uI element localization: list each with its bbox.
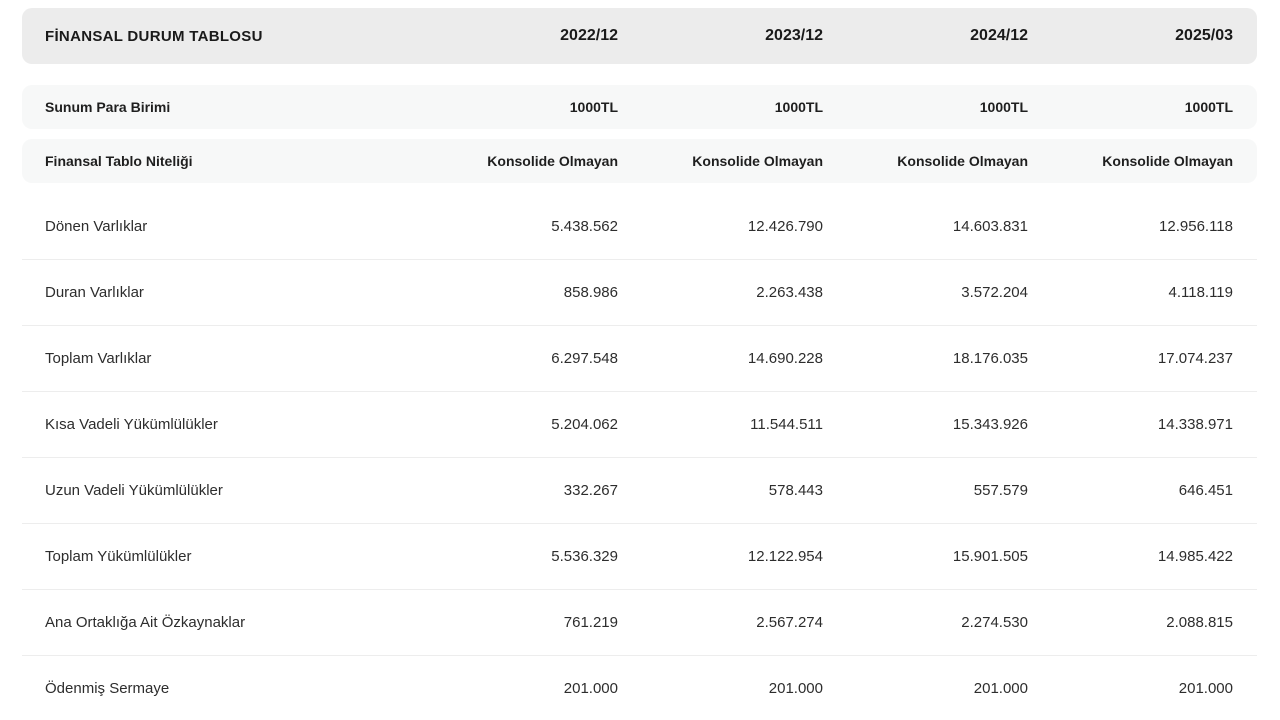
cell-value: 14.985.422 bbox=[1157, 548, 1233, 565]
table-title: FİNANSAL DURUM TABLOSU bbox=[45, 27, 263, 45]
meta-row-statement-nature-value: Konsolide Olmayan bbox=[487, 153, 618, 169]
row-label: Dönen Varlıklar bbox=[45, 217, 148, 235]
table-row-toplam-varliklar: Toplam Varlıklar 6.297.548 14.690.228 18… bbox=[22, 325, 1257, 391]
cell-value: 12.122.954 bbox=[747, 548, 823, 565]
table-row-odenmis-sermaye: Ödenmiş Sermaye 201.000 201.000 201.000 … bbox=[22, 655, 1257, 720]
cell-value: 2.567.274 bbox=[756, 614, 823, 631]
table-row-donen-varliklar: Dönen Varlıklar 5.438.562 12.426.790 14.… bbox=[22, 193, 1257, 259]
cell-value: 201.000 bbox=[768, 680, 823, 697]
cell-value: 578.443 bbox=[768, 482, 823, 499]
cell-value: 5.204.062 bbox=[551, 416, 618, 433]
cell-value: 3.572.204 bbox=[961, 284, 1028, 301]
meta-row-currency: Sunum Para Birimi 1000TL 1000TL 1000TL 1… bbox=[22, 85, 1257, 129]
cell-value: 11.544.511 bbox=[750, 416, 823, 433]
period-header-2022-12: 2022/12 bbox=[560, 27, 618, 44]
meta-row-statement-nature: Finansal Tablo Niteliği Konsolide Olmaya… bbox=[22, 139, 1257, 183]
row-label: Kısa Vadeli Yükümlülükler bbox=[45, 416, 218, 433]
meta-row-currency-value: 1000TL bbox=[1184, 99, 1233, 115]
cell-value: 17.074.237 bbox=[1157, 350, 1233, 367]
cell-value: 15.343.926 bbox=[952, 416, 1028, 433]
period-header-2024-12: 2024/12 bbox=[970, 27, 1028, 44]
table-row-toplam-yukumlulukler: Toplam Yükümlülükler 5.536.329 12.122.95… bbox=[22, 523, 1257, 589]
cell-value: 6.297.548 bbox=[551, 350, 618, 367]
cell-value: 2.274.530 bbox=[961, 614, 1028, 631]
cell-value: 12.426.790 bbox=[747, 217, 823, 235]
period-header-2025-03: 2025/03 bbox=[1175, 27, 1233, 44]
cell-value: 858.986 bbox=[563, 284, 618, 301]
meta-row-statement-nature-value: Konsolide Olmayan bbox=[897, 153, 1028, 169]
row-label: Toplam Yükümlülükler bbox=[45, 548, 192, 565]
meta-row-currency-label: Sunum Para Birimi bbox=[45, 99, 171, 115]
cell-value: 2.263.438 bbox=[756, 284, 823, 301]
table-row-kisa-vadeli-yukumlulukler: Kısa Vadeli Yükümlülükler 5.204.062 11.5… bbox=[22, 391, 1257, 457]
cell-value: 332.267 bbox=[563, 482, 618, 499]
cell-value: 646.451 bbox=[1178, 482, 1233, 499]
cell-value: 14.603.831 bbox=[952, 217, 1028, 235]
cell-value: 2.088.815 bbox=[1166, 614, 1233, 631]
cell-value: 201.000 bbox=[973, 680, 1028, 697]
cell-value: 5.536.329 bbox=[551, 548, 618, 565]
table-row-uzun-vadeli-yukumlulukler: Uzun Vadeli Yükümlülükler 332.267 578.44… bbox=[22, 457, 1257, 523]
cell-value: 12.956.118 bbox=[1159, 217, 1233, 235]
cell-value: 18.176.035 bbox=[952, 350, 1028, 367]
table-header-row: FİNANSAL DURUM TABLOSU 2022/12 2023/12 2… bbox=[22, 8, 1257, 64]
cell-value: 201.000 bbox=[1178, 680, 1233, 697]
row-label: Toplam Varlıklar bbox=[45, 350, 152, 367]
table-body: Dönen Varlıklar 5.438.562 12.426.790 14.… bbox=[22, 193, 1257, 720]
cell-value: 15.901.505 bbox=[952, 548, 1028, 565]
row-label: Ana Ortaklığa Ait Özkaynaklar bbox=[45, 614, 246, 631]
table-row-ana-ortakliga-ait-ozkaynaklar: Ana Ortaklığa Ait Özkaynaklar 761.219 2.… bbox=[22, 589, 1257, 655]
period-header-2023-12: 2023/12 bbox=[765, 27, 823, 44]
row-label: Ödenmiş Sermaye bbox=[45, 680, 170, 697]
meta-row-statement-nature-label: Finansal Tablo Niteliği bbox=[45, 153, 193, 169]
row-label: Duran Varlıklar bbox=[45, 284, 144, 301]
table-row-duran-varliklar: Duran Varlıklar 858.986 2.263.438 3.572.… bbox=[22, 259, 1257, 325]
cell-value: 5.438.562 bbox=[551, 217, 618, 235]
row-label: Uzun Vadeli Yükümlülükler bbox=[45, 482, 223, 499]
meta-row-currency-value: 1000TL bbox=[774, 99, 823, 115]
cell-value: 201.000 bbox=[563, 680, 618, 697]
cell-value: 14.338.971 bbox=[1157, 416, 1233, 433]
meta-row-currency-value: 1000TL bbox=[569, 99, 618, 115]
meta-row-statement-nature-value: Konsolide Olmayan bbox=[1102, 153, 1233, 169]
cell-value: 4.118.119 bbox=[1168, 284, 1233, 301]
cell-value: 761.219 bbox=[563, 614, 618, 631]
meta-row-currency-value: 1000TL bbox=[979, 99, 1028, 115]
cell-value: 557.579 bbox=[973, 482, 1028, 499]
meta-row-statement-nature-value: Konsolide Olmayan bbox=[692, 153, 823, 169]
cell-value: 14.690.228 bbox=[747, 350, 823, 367]
